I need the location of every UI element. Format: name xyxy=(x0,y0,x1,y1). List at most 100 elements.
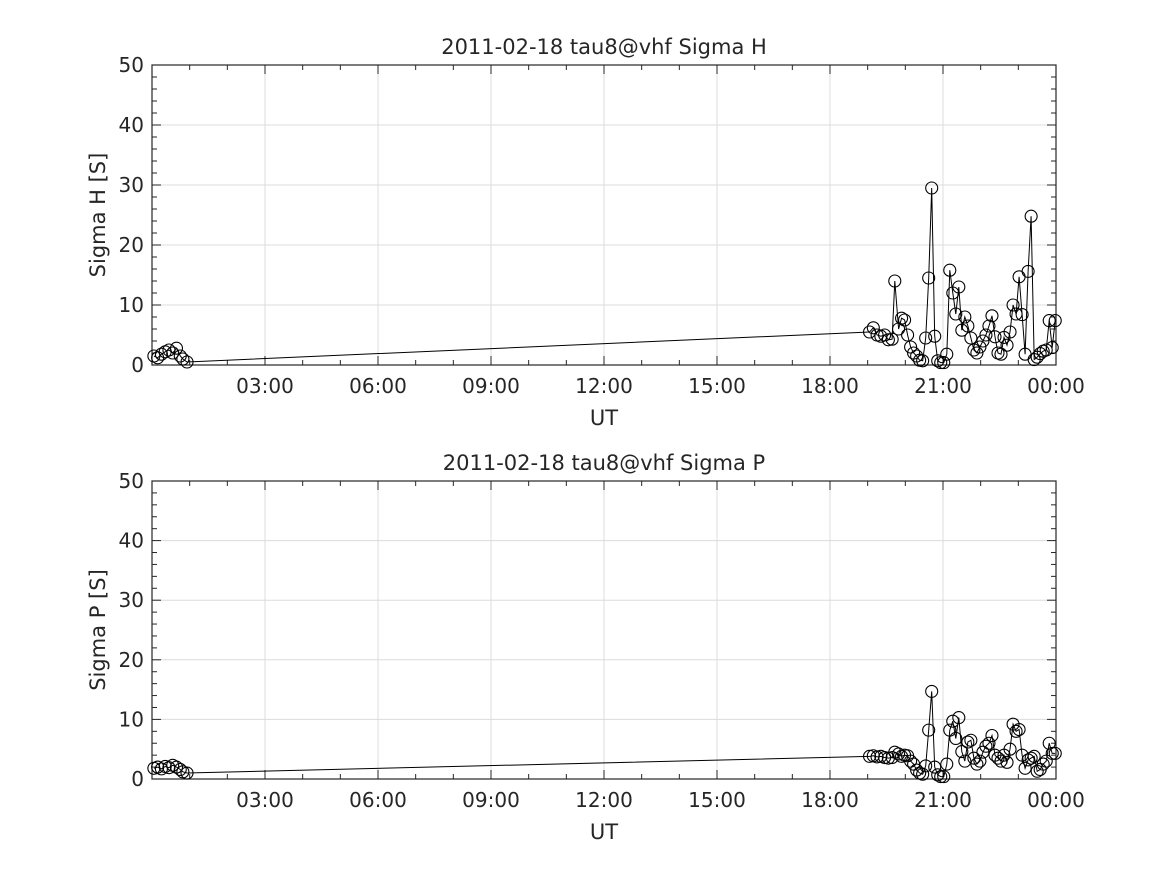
chart-0-data-point xyxy=(919,331,933,345)
chart-0-y-tick-label-0: 0 xyxy=(131,353,144,377)
chart-0-data-point xyxy=(994,347,1008,361)
chart-1-data-point xyxy=(970,757,984,771)
chart-0-data-point xyxy=(943,263,957,277)
chart-0-x-tick-label-2: 09:00 xyxy=(462,374,520,398)
chart-1-data-point xyxy=(919,759,933,773)
chart-1-data-point xyxy=(1003,742,1017,756)
chart-0-data-point xyxy=(888,274,902,288)
chart-1-y-tick-label-2: 20 xyxy=(119,648,144,672)
chart-1-data-point xyxy=(916,767,930,781)
chart-0-data-point xyxy=(1003,325,1017,339)
chart-0-data-point xyxy=(904,340,918,354)
chart-0-data-point xyxy=(1009,307,1023,321)
chart-1-data-point xyxy=(976,745,990,759)
chart-1-y-tick-label-4: 40 xyxy=(119,529,144,553)
chart-1-data-point xyxy=(940,757,954,771)
chart-1-data-point xyxy=(870,750,884,764)
chart-1-x-axis-label: UT xyxy=(590,820,618,844)
chart-1-data-point xyxy=(961,735,975,749)
chart-1-data-point xyxy=(973,754,987,768)
chart-1-data-point xyxy=(1042,736,1056,750)
chart-0-data-point xyxy=(925,181,939,195)
chart-1-y-axis-label: Sigma P [S] xyxy=(86,569,110,691)
chart-1-data-point xyxy=(1018,761,1032,775)
chart-0-data-point xyxy=(901,328,915,342)
chart-1-data-point xyxy=(949,731,963,746)
chart-1-data-point xyxy=(937,770,951,784)
chart-0-x-tick-label-3: 12:00 xyxy=(575,374,633,398)
chart-0-data-point xyxy=(1039,343,1053,357)
chart-0-x-tick-label-6: 21:00 xyxy=(914,374,972,398)
chart-0-data-point xyxy=(1048,314,1062,328)
chart-0-y-tick-label-1: 10 xyxy=(119,293,144,317)
chart-0-data-point xyxy=(1021,264,1035,278)
chart-0-x-axis-label: UT xyxy=(590,406,618,430)
chart-0-data-point xyxy=(928,329,942,343)
chart-0-data-point xyxy=(862,325,877,339)
chart-0-title: 2011-02-18 tau8@vhf Sigma H xyxy=(441,35,767,59)
chart-1-data-point xyxy=(925,684,939,698)
chart-0-data-point xyxy=(970,346,984,360)
chart-0-data-point xyxy=(949,307,963,321)
chart-1-data-point xyxy=(1045,746,1059,760)
chart-1-x-tick-label-2: 09:00 xyxy=(462,788,520,812)
chart-0-data-point xyxy=(180,355,194,369)
chart-1-data-point xyxy=(967,751,981,765)
chart-1-data-point xyxy=(922,723,936,737)
chart-1-axes-frame xyxy=(151,480,1057,780)
chart-0-data-point xyxy=(1045,341,1059,355)
chart-1-data-point xyxy=(878,750,892,765)
chart-0-data-point xyxy=(964,331,978,345)
chart-0-data-point xyxy=(1015,308,1029,322)
chart-0-x-tick-label-4: 15:00 xyxy=(688,374,746,398)
chart-0-data-point xyxy=(898,313,912,327)
chart-0-y-tick-label-4: 40 xyxy=(119,113,144,137)
chart-0-data-point xyxy=(878,328,892,342)
chart-1-y-tick-label-3: 30 xyxy=(119,588,144,612)
chart-1-data-point xyxy=(994,754,1008,768)
chart-1-x-tick-label-1: 06:00 xyxy=(349,788,407,812)
chart-1-data-point xyxy=(964,733,978,747)
chart-0-data-point xyxy=(937,356,951,370)
chart-0-x-tick-label-7: 00:00 xyxy=(1027,374,1085,398)
chart-1-x-tick-label-0: 03:00 xyxy=(236,788,294,812)
chart-1-x-tick-label-3: 12:00 xyxy=(575,788,633,812)
chart-1-data-point xyxy=(862,749,877,763)
chart-1-y-tick-label-5: 50 xyxy=(119,469,144,493)
chart-1-title: 2011-02-18 tau8@vhf Sigma P xyxy=(443,451,765,475)
chart-0-data-point xyxy=(1042,314,1056,328)
chart-0-data-point xyxy=(961,319,975,333)
chart-0-data-point xyxy=(916,354,930,368)
chart-1-data-point xyxy=(904,754,918,768)
chart-0-data-point xyxy=(866,321,880,335)
chart-1-x-tick-label-7: 00:00 xyxy=(1027,788,1085,812)
chart-0-data-point xyxy=(958,310,972,324)
chart-1-data-point xyxy=(173,762,187,777)
chart-0-y-tick-label-3: 30 xyxy=(119,173,144,197)
chart-0-data-point xyxy=(982,319,996,333)
chart-0-data-point xyxy=(166,346,180,360)
chart-1-data-point xyxy=(958,754,972,768)
chart-1-data-point xyxy=(1048,746,1062,760)
sigma-p-panel: 03:00 06:00 09:00 12:00 15:00 18:00 21:00 00:00… xyxy=(86,451,1085,844)
chart-1-data-point xyxy=(928,760,942,774)
chart-1-data-point xyxy=(955,745,969,759)
chart-1-data-point xyxy=(892,747,906,761)
chart-1-data-point xyxy=(931,768,945,782)
chart-1-data-point xyxy=(979,739,993,753)
chart-1-data-point xyxy=(1012,722,1026,737)
chart-0-data-point xyxy=(154,347,168,361)
chart-0-data-point xyxy=(881,333,895,347)
chart-1-x-tick-label-6: 21:00 xyxy=(914,788,972,812)
chart-1-data-point xyxy=(934,770,948,784)
chart-0-data-point xyxy=(895,311,909,325)
chart-0-data-point xyxy=(931,354,945,368)
chart-1-data-point xyxy=(1027,749,1041,763)
chart-0-data-point xyxy=(979,328,993,342)
chart-1-data-point xyxy=(985,728,999,743)
chart-1-data-point xyxy=(180,766,194,780)
chart-0-data-point xyxy=(988,330,1002,344)
chart-1-data-point xyxy=(952,711,966,725)
chart-0-data-point xyxy=(967,343,981,357)
